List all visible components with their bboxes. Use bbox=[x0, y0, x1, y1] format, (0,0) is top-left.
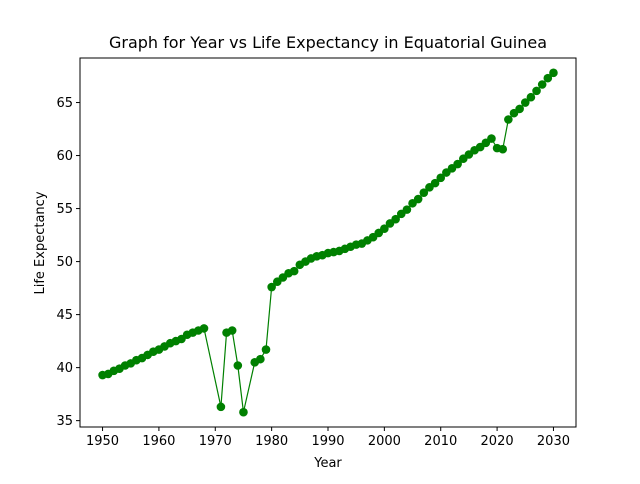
y-tick-label: 40 bbox=[56, 361, 73, 376]
x-tick-label: 2000 bbox=[368, 434, 401, 449]
data-point bbox=[256, 354, 265, 364]
x-tick-label: 2010 bbox=[424, 434, 457, 449]
data-point bbox=[413, 194, 423, 204]
data-point bbox=[487, 134, 496, 143]
x-tick-label: 2030 bbox=[537, 434, 570, 449]
data-point bbox=[543, 73, 553, 83]
data-point bbox=[261, 345, 271, 354]
data-point bbox=[549, 68, 558, 78]
x-axis: 1950 1960 1970 1980 1990 2000 2010 2020 2030 bbox=[86, 427, 570, 449]
y-axis: 35 40 45 50 55 60 65 bbox=[56, 96, 80, 429]
y-tick-label: 45 bbox=[56, 308, 73, 323]
data-point bbox=[515, 104, 524, 114]
series-line bbox=[102, 72, 554, 413]
data-point bbox=[380, 224, 389, 234]
y-tick-label: 35 bbox=[56, 414, 73, 429]
data-point bbox=[267, 282, 276, 292]
data-point bbox=[520, 98, 530, 107]
series-markers bbox=[98, 68, 558, 417]
data-point bbox=[402, 205, 412, 214]
data-point bbox=[430, 178, 440, 188]
data-point bbox=[504, 115, 513, 124]
data-point bbox=[233, 361, 243, 370]
data-point bbox=[498, 144, 508, 154]
data-point bbox=[199, 324, 209, 333]
plot-area bbox=[79, 57, 577, 428]
data-point bbox=[453, 159, 462, 169]
data-point bbox=[436, 173, 446, 183]
data-point bbox=[532, 86, 541, 96]
x-tick-label: 2020 bbox=[481, 434, 514, 449]
data-point bbox=[227, 326, 237, 335]
data-point bbox=[216, 402, 226, 412]
data-point bbox=[289, 266, 299, 276]
x-axis-label: Year bbox=[313, 456, 342, 471]
y-axis-label: Life Expectancy bbox=[33, 191, 48, 294]
data-point bbox=[419, 188, 429, 197]
x-tick-label: 1980 bbox=[255, 434, 288, 449]
data-point bbox=[537, 80, 547, 89]
x-tick-label: 1960 bbox=[142, 434, 175, 449]
y-tick-label: 65 bbox=[56, 96, 73, 111]
y-tick-label: 50 bbox=[56, 255, 73, 270]
data-point bbox=[391, 214, 400, 224]
x-tick-label: 1970 bbox=[199, 434, 232, 449]
x-tick-label: 1950 bbox=[86, 434, 119, 449]
x-tick-label: 1990 bbox=[311, 434, 344, 449]
y-tick-label: 55 bbox=[56, 202, 73, 217]
y-tick-label: 60 bbox=[56, 149, 73, 164]
data-point bbox=[526, 92, 536, 102]
data-point bbox=[239, 407, 248, 417]
chart-title: Graph for Year vs Life Expectancy in Equ… bbox=[109, 33, 547, 52]
